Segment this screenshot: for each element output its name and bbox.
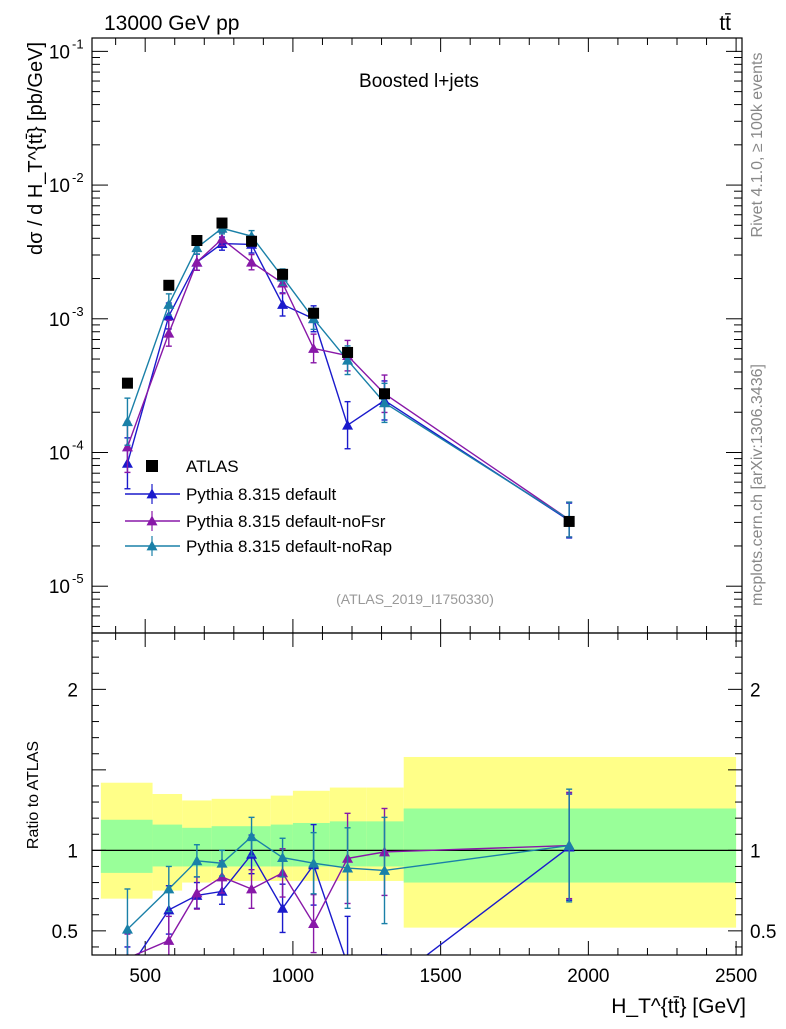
energy-label: 13000 GeV pp (104, 12, 239, 35)
ratio-point (246, 831, 258, 842)
legend-label-data: ATLAS (186, 457, 239, 476)
series-line (126, 238, 570, 521)
x-tick-label: 1000 (272, 966, 314, 987)
ratio-point (379, 864, 390, 875)
ratio-point (308, 857, 320, 868)
ratio-band-inner (100, 819, 153, 873)
ratio-point (121, 923, 133, 934)
y-tick-label: 10 (49, 310, 70, 331)
ratio-y-axis-label: Ratio to ATLAS (25, 741, 42, 849)
x-tick-label: 500 (129, 966, 161, 987)
ratio-tick-label-right: 1 (750, 841, 761, 862)
series-point (342, 419, 354, 430)
ratio-point (191, 887, 203, 898)
legend: ATLAS Pythia 8.315 default Pythia 8.315 de… (125, 457, 392, 556)
series-point (379, 397, 390, 408)
process-label: tt̄ (719, 12, 731, 35)
series-point (342, 354, 354, 365)
mcplots-label: mcplots.cern.ch [arXiv:1306.3436] (749, 364, 766, 606)
y-tick-exponent: -3 (72, 304, 84, 319)
series-line (126, 227, 570, 521)
series-point (191, 256, 203, 267)
y-axis-label: dσ / d H_T^{tt̄} [pb/GeV] (25, 42, 47, 255)
data-point (216, 217, 228, 229)
ratio-band-inner (152, 824, 183, 867)
legend-label: Pythia 8.315 default-noRap (186, 537, 392, 556)
series-point (163, 298, 175, 309)
x-tick-label: 2000 (567, 966, 609, 987)
main-series (121, 217, 575, 539)
y-tick-exponent: -4 (72, 437, 84, 452)
ratio-tick-label-right: 0.5 (750, 922, 776, 943)
series-point (121, 441, 133, 452)
series-point (191, 242, 203, 253)
series-line (126, 242, 570, 522)
ratio-point (191, 855, 203, 866)
ratio-bands (92, 756, 742, 928)
ratio-point (342, 959, 353, 969)
ratio-tick-label: 2 (67, 680, 78, 701)
ratio-tick-label: 1 (67, 841, 78, 862)
ratio-plot-frame (91, 632, 743, 956)
legend-label: Pythia 8.315 default (186, 485, 337, 504)
y-tick-label: 10 (49, 42, 70, 63)
legend-marker (146, 488, 158, 499)
ratio-point (216, 857, 228, 868)
data-point (163, 279, 175, 291)
legend-marker-data (146, 460, 158, 472)
series-point (121, 416, 133, 427)
legend-marker (146, 540, 158, 551)
ratio-point (163, 883, 175, 894)
ratio-band-inner (270, 824, 293, 867)
ratio-series-group (121, 788, 575, 992)
legend-marker (146, 515, 158, 526)
series-point (246, 256, 258, 267)
ratio-tick-label: 0.5 (52, 922, 78, 943)
ratio-point (277, 902, 289, 913)
ratio-point (342, 862, 354, 873)
series-point (277, 298, 289, 309)
ratio-point (163, 935, 175, 945)
series-point (308, 342, 320, 353)
ratio-point (308, 918, 320, 929)
ratio-series (121, 788, 575, 992)
data-point (121, 377, 133, 389)
data-point (563, 515, 575, 527)
data-point (308, 307, 320, 319)
ratio-band-inner (366, 821, 404, 867)
series-point (163, 327, 175, 338)
y-tick-label: 10 (49, 443, 70, 464)
analysis-id: (ATLAS_2019_I1750330) (336, 591, 494, 607)
data-point (246, 235, 258, 247)
x-tick-label: 2500 (715, 966, 757, 987)
ratio-point (563, 840, 575, 850)
data-point (342, 346, 354, 358)
ratio-point (246, 883, 258, 894)
ratio-point (379, 982, 390, 992)
chart-title: Boosted l+jets (359, 71, 479, 92)
ratio-band-inner (292, 822, 330, 867)
legend-label: Pythia 8.315 default-noFsr (186, 512, 386, 531)
ratio-point (277, 852, 289, 862)
data-point (379, 388, 390, 400)
rivet-label: Rivet 4.1.0, ≥ 100k events (749, 53, 766, 238)
y-tick-exponent: -5 (72, 571, 84, 586)
series-point (216, 233, 228, 244)
y-tick-exponent: -2 (72, 170, 84, 185)
y-tick-label: 10 (49, 577, 70, 598)
y-tick-label: 10 (49, 176, 70, 197)
data-point (277, 268, 289, 280)
x-tick-label: 1500 (419, 966, 461, 987)
data-point (191, 235, 203, 247)
ratio-line (126, 835, 570, 930)
x-axis-label: H_T^{tt̄} [GeV] (611, 995, 746, 1018)
ratio-line (133, 844, 570, 955)
ratio-tick-label-right: 2 (750, 680, 761, 701)
y-tick-exponent: -1 (72, 36, 84, 51)
